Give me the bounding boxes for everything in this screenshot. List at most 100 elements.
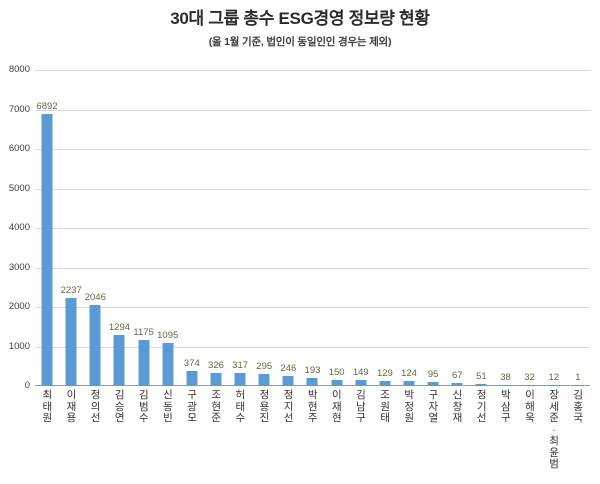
- bar-value-label: 32: [524, 371, 535, 383]
- bar[interactable]: [258, 374, 270, 386]
- bar-slot[interactable]: 1095: [156, 70, 180, 386]
- x-axis-tick-char: 허: [235, 389, 246, 401]
- bar-slot[interactable]: 2046: [83, 70, 107, 386]
- x-axis-tick-char: 김: [138, 389, 149, 401]
- y-axis-tick-label: 0: [24, 380, 30, 391]
- bar[interactable]: [379, 380, 391, 386]
- bar[interactable]: [65, 297, 77, 386]
- bar-slot[interactable]: 1294: [107, 70, 131, 386]
- x-axis-tick-char: 세: [549, 400, 559, 413]
- bar-slot[interactable]: 12: [542, 70, 566, 386]
- bar-slot[interactable]: 149: [349, 70, 373, 386]
- bar[interactable]: [500, 384, 512, 386]
- bar[interactable]: [548, 385, 560, 386]
- bar-slot[interactable]: 2237: [59, 70, 83, 386]
- x-axis-tick-char: ·: [552, 423, 556, 436]
- bar[interactable]: [282, 376, 294, 386]
- bar-value-label: 246: [280, 363, 297, 375]
- bar-value-label: 129: [376, 367, 393, 379]
- y-axis-tick-label: 1000: [8, 340, 30, 352]
- x-axis-tick-char: 주: [307, 412, 318, 424]
- x-axis-tick-char: 신: [163, 389, 173, 401]
- bar-slot[interactable]: 1: [566, 70, 590, 386]
- bar-slot[interactable]: 6892: [35, 70, 59, 386]
- bar-value-label: 1294: [108, 321, 131, 333]
- gridline: [35, 307, 590, 308]
- x-axis-tick-char: 정: [90, 389, 101, 401]
- bar-slot[interactable]: 67: [445, 70, 469, 386]
- bar-slot[interactable]: 150: [325, 70, 349, 386]
- x-axis-tick-char: 정: [259, 389, 270, 401]
- x-axis-tick-char: 승: [114, 400, 125, 413]
- bar[interactable]: [475, 384, 487, 386]
- x-axis-tick-char: 장: [549, 389, 559, 401]
- bar[interactable]: [41, 113, 53, 386]
- bar-value-label: 149: [352, 367, 369, 379]
- bar-slot[interactable]: 246: [276, 70, 300, 386]
- bar-slot[interactable]: 326: [204, 70, 228, 386]
- y-axis: 0 1000 2000 3000 4000 5000 6000 7000 8000: [0, 65, 30, 391]
- x-axis-tick-char: 원: [404, 412, 414, 424]
- x-axis-tick-char: 선: [476, 412, 487, 424]
- bar[interactable]: [113, 334, 125, 386]
- bar-slot[interactable]: 124: [397, 70, 421, 386]
- bar[interactable]: [138, 339, 150, 386]
- bar-value-label: 1: [575, 372, 581, 383]
- bar[interactable]: [355, 380, 367, 386]
- y-axis-tick-label: 2000: [8, 301, 30, 312]
- bar-slot[interactable]: 38: [493, 70, 517, 386]
- x-axis-tick-char: 준: [549, 412, 559, 424]
- bar[interactable]: [306, 378, 318, 386]
- x-axis-tick-char: 박: [307, 389, 318, 401]
- bar-value-label: 1175: [133, 326, 154, 338]
- x-axis-tick-char: 정: [476, 389, 487, 401]
- x-axis-tick-char: 재: [332, 400, 342, 413]
- x-axis-tick-char: 기: [476, 400, 487, 413]
- bar[interactable]: [524, 384, 536, 386]
- x-axis-tick-char: 신: [452, 389, 463, 401]
- bar-value-label: 150: [328, 367, 345, 379]
- bar[interactable]: [331, 380, 343, 386]
- x-axis-tick-char: 구: [428, 389, 439, 401]
- bar[interactable]: [162, 342, 174, 386]
- bar[interactable]: [210, 373, 222, 386]
- bar-slot[interactable]: 193: [300, 70, 324, 386]
- bar[interactable]: [89, 305, 101, 386]
- y-axis-tick-label: 3000: [8, 261, 30, 273]
- x-axis-tick-char: 수: [235, 412, 246, 424]
- bar-slot[interactable]: 1175: [132, 70, 156, 386]
- bar[interactable]: [186, 371, 198, 386]
- bar[interactable]: [234, 373, 246, 386]
- bar-slot[interactable]: 51: [469, 70, 493, 386]
- bar-slot[interactable]: 295: [252, 70, 276, 386]
- bar[interactable]: [572, 385, 584, 386]
- bar[interactable]: [403, 381, 415, 386]
- bar-value-label: 317: [232, 360, 249, 372]
- bar-slot[interactable]: 317: [228, 70, 252, 386]
- x-axis-tick-char: 선: [90, 412, 101, 424]
- x-axis-tick-char: 수: [138, 412, 149, 424]
- x-axis-tick-char: 조: [380, 389, 390, 401]
- x-axis-tick-char: 김: [573, 389, 583, 401]
- bar[interactable]: [427, 382, 439, 386]
- bar[interactable]: [451, 383, 463, 386]
- x-axis-tick-char: 원: [42, 412, 52, 424]
- bar-slot[interactable]: 95: [421, 70, 445, 386]
- x-axis-tick-char: 이: [332, 389, 342, 401]
- gridline: [35, 149, 590, 150]
- gridline: [35, 346, 590, 348]
- bar-slot[interactable]: 374: [180, 70, 204, 386]
- bar-slot[interactable]: 32: [518, 70, 542, 386]
- bar-slot[interactable]: 129: [373, 70, 397, 386]
